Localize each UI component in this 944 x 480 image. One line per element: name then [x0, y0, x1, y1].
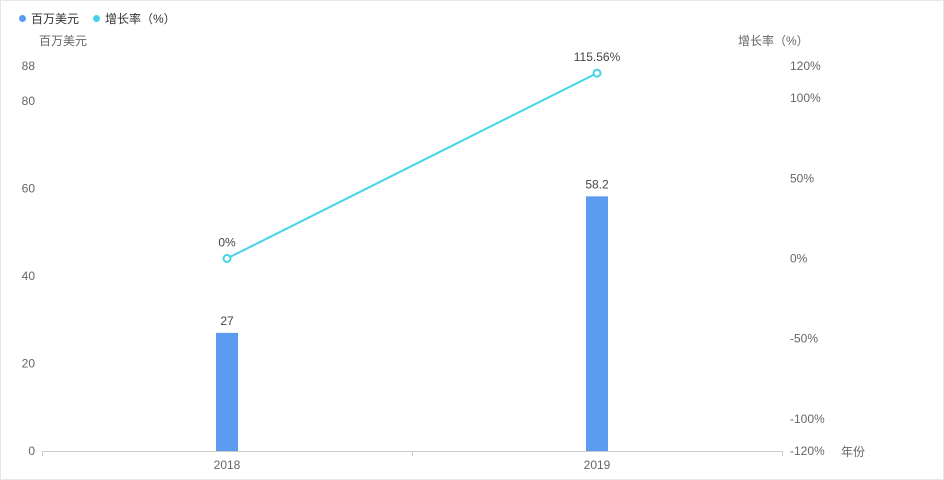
- right-axis-title: 增长率（%）: [738, 34, 809, 48]
- left-axis-title: 百万美元: [39, 34, 88, 48]
- growth-rate-line[interactable]: [226, 72, 598, 260]
- left-axis-tick-label: 40: [22, 269, 36, 283]
- legend-item-bar-series[interactable]: 百万美元: [19, 10, 79, 27]
- line-value-label: 0%: [218, 236, 236, 250]
- right-axis-tick-label: 100%: [790, 91, 821, 105]
- right-axis-tick-label: 120%: [790, 59, 821, 73]
- x-axis-category-label: 2018: [214, 458, 241, 472]
- left-axis-tick-label: 88: [22, 59, 36, 73]
- bar-2019[interactable]: [586, 196, 608, 451]
- bar-value-label: 27: [220, 314, 234, 328]
- bar-value-label: 58.2: [585, 177, 609, 191]
- chart-legend: 百万美元 增长率（%）: [19, 10, 176, 27]
- line-series-dot-icon: [93, 15, 101, 22]
- left-axis-tick-label: 60: [22, 182, 36, 196]
- left-axis-tick-label: 80: [22, 94, 36, 108]
- x-axis-title: 年份: [841, 445, 866, 459]
- bar-series-dot-icon: [19, 15, 26, 22]
- line-value-label: 115.56%: [574, 50, 621, 64]
- bar-2018[interactable]: [216, 332, 238, 451]
- right-axis-tick-label: -120%: [790, 444, 825, 458]
- left-axis-tick-label: 20: [22, 357, 36, 371]
- legend-label: 百万美元: [31, 12, 80, 26]
- right-axis-tick-label: -50%: [790, 332, 818, 346]
- legend-item-line-series[interactable]: 增长率（%）: [93, 10, 176, 27]
- right-axis-tick-label: 0%: [790, 252, 808, 266]
- left-axis-tick-label: 0: [28, 444, 35, 458]
- x-axis-category-label: 2019: [584, 458, 611, 472]
- right-axis-tick-label: -100%: [790, 412, 825, 426]
- line-point-2019[interactable]: [592, 68, 602, 78]
- right-axis-tick-label: 50%: [790, 171, 814, 185]
- legend-label: 增长率（%）: [105, 12, 176, 26]
- line-point-2018[interactable]: [222, 254, 232, 263]
